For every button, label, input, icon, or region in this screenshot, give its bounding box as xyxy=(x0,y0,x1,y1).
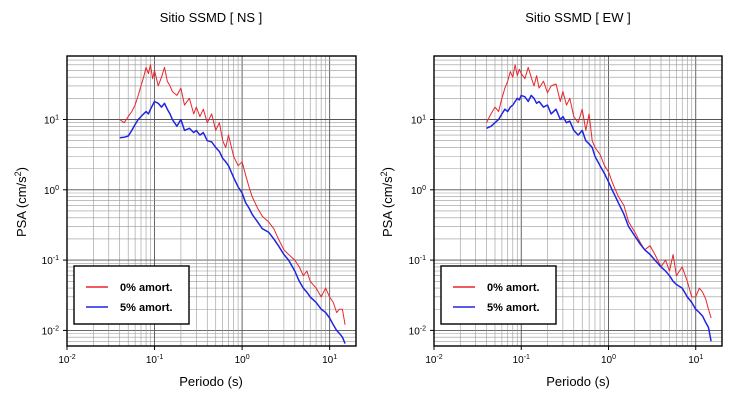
series-line-0 xyxy=(486,64,712,319)
plot-frame xyxy=(433,55,723,347)
x-tick-label: 10-1 xyxy=(146,354,163,366)
x-axis-ticks: 10-2 10-1 100 101 xyxy=(58,346,337,366)
series-line-1 xyxy=(119,100,346,344)
x-tick-label: 101 xyxy=(688,354,703,366)
legend-box xyxy=(73,265,190,325)
y-axis-ticks: 10-2 10-1 100 101 xyxy=(42,114,67,337)
y-tick-label: 10-1 xyxy=(409,255,426,267)
y-axis-ticks: 10-2 10-1 100 101 xyxy=(409,114,434,337)
x-axis-ticks: 10-2 10-1 100 101 xyxy=(425,346,703,366)
y-tick-label: 101 xyxy=(411,114,426,126)
series-group xyxy=(119,64,346,344)
legend-label-1: 5% amort. xyxy=(487,302,540,314)
legend: 0% amort. 5% amort. xyxy=(73,265,190,325)
y-tick-label: 10-1 xyxy=(42,255,59,267)
y-tick-label: 10-2 xyxy=(409,325,426,337)
x-tick-label: 101 xyxy=(322,354,337,366)
series-line-0 xyxy=(119,64,346,325)
chart-panel-ew: Sitio SSMD [ EW ] 10-2 10-1 100 101 10-210-… xyxy=(379,10,723,389)
series-group xyxy=(486,64,712,342)
x-tick-label: 10-1 xyxy=(513,354,530,366)
x-tick-label: 10-2 xyxy=(425,354,442,366)
legend-label-0: 0% amort. xyxy=(120,282,173,294)
y-axis-label: PSA (cm/s2) xyxy=(379,167,395,237)
plot-frame xyxy=(66,55,357,347)
legend-label-0: 0% amort. xyxy=(487,282,540,294)
chart-title: Sitio SSMD [ NS ] xyxy=(160,10,263,25)
chart-panel-ns: Sitio SSMD [ NS ] 10-2 10-1 100 101 10-210-… xyxy=(13,10,357,389)
y-tick-label: 100 xyxy=(411,185,426,197)
legend: 0% amort. 5% amort. xyxy=(440,265,557,325)
x-axis-label: Periodo (s) xyxy=(546,374,610,389)
x-tick-label: 100 xyxy=(235,354,250,366)
series-line-1 xyxy=(486,94,712,342)
x-tick-label: 100 xyxy=(601,354,616,366)
y-tick-label: 101 xyxy=(44,114,59,126)
legend-label-1: 5% amort. xyxy=(120,302,173,314)
y-tick-label: 100 xyxy=(44,185,59,197)
chart-title: Sitio SSMD [ EW ] xyxy=(525,10,630,25)
x-tick-label: 10-2 xyxy=(58,354,75,366)
x-axis-label: Periodo (s) xyxy=(179,374,243,389)
legend-box xyxy=(440,265,557,325)
y-tick-label: 10-2 xyxy=(42,325,59,337)
y-axis-label: PSA (cm/s2) xyxy=(13,167,29,237)
